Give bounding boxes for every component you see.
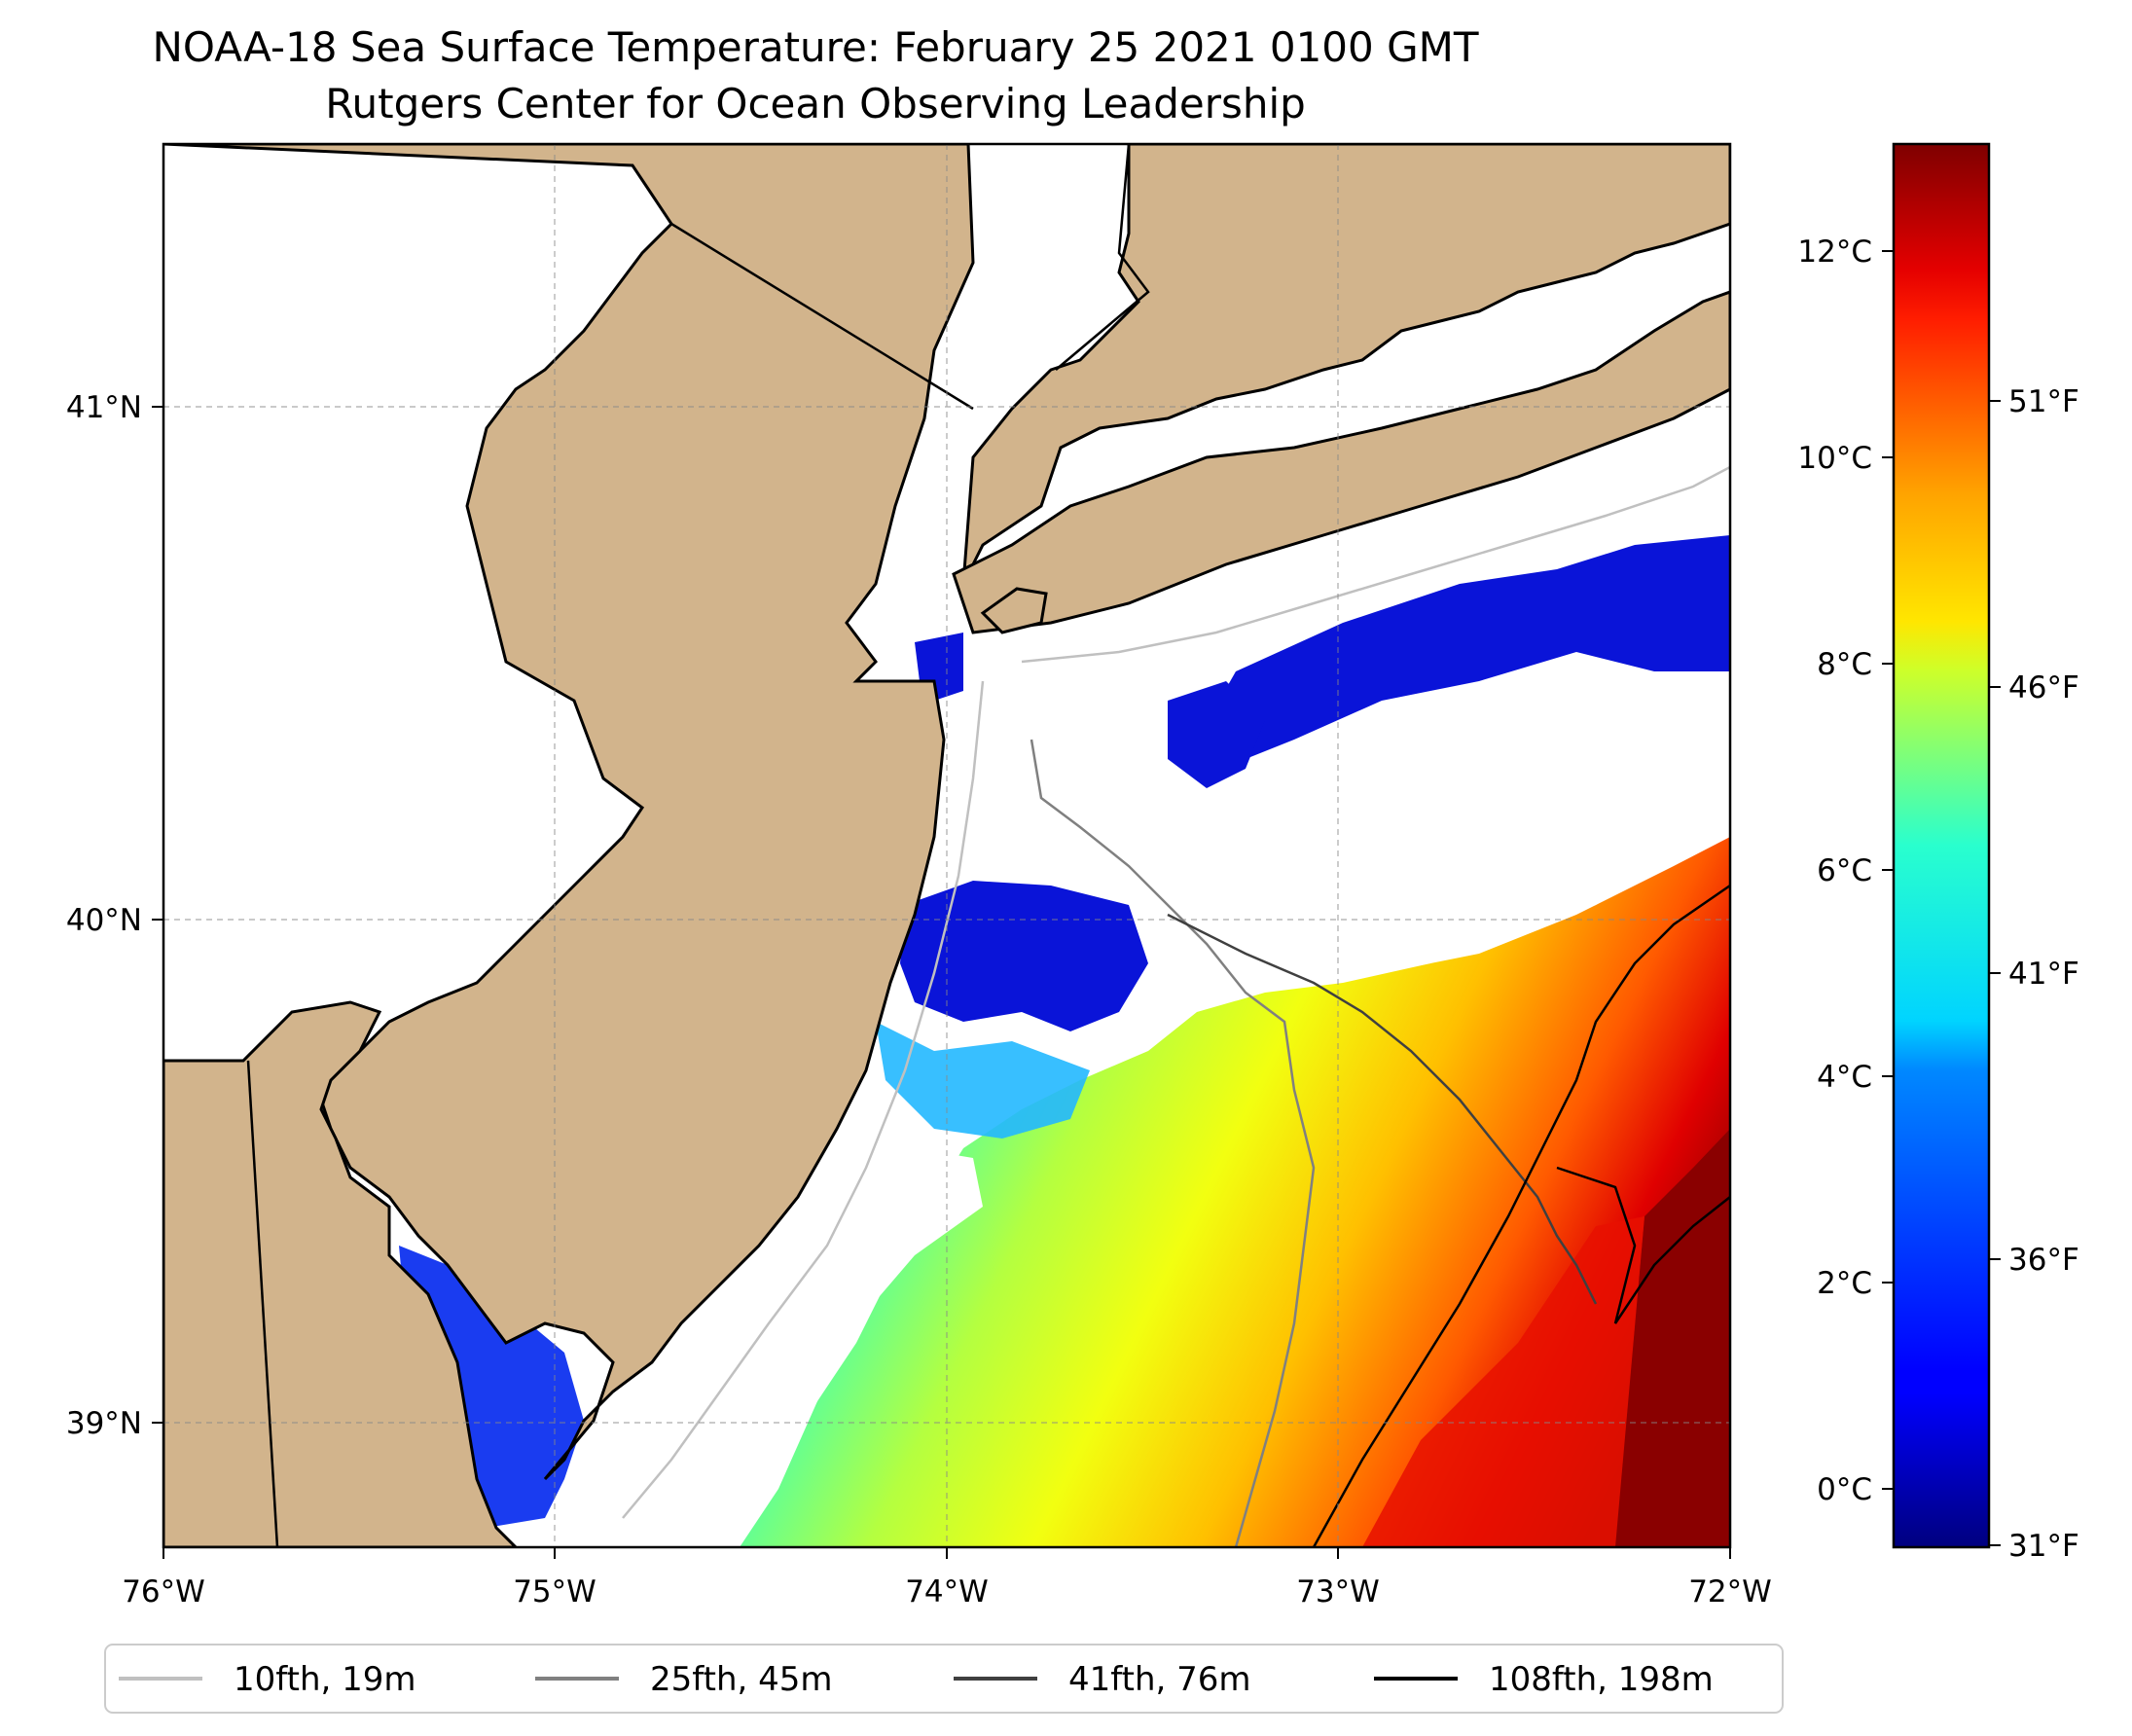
sst-cold-patch-shelf [900, 881, 1148, 1031]
state-border-nj-ny [670, 222, 974, 411]
legend-item: 41fth, 76m [954, 1660, 1251, 1699]
land-layer [163, 144, 1730, 1547]
lon-tick-label: 73°W [1296, 1574, 1380, 1609]
sst-cold-patch-north [1197, 535, 1730, 759]
sst-warm-water [584, 808, 1730, 1547]
lon-tick-label: 72°W [1688, 1574, 1772, 1609]
state-border-de-md [246, 1060, 279, 1547]
isobath-10fth [622, 680, 985, 1519]
legend-label: 108fth, 198m [1489, 1660, 1714, 1699]
land-new-jersey-pennsylvania [163, 144, 975, 1481]
isobath-10fth-ny [1021, 465, 1730, 664]
celsius-label: 2°C [1817, 1266, 1872, 1301]
lat-tick-label: 39°N [66, 1406, 142, 1441]
isobath-108fth-slope [1556, 1166, 1730, 1324]
celsius-label: 0°C [1817, 1472, 1872, 1507]
lat-tick-label: 41°N [66, 390, 142, 425]
cloud-mask-east [1148, 759, 1730, 973]
lon-tick-labels: 76°W 75°W 74°W 73°W 72°W [122, 1574, 1772, 1609]
figure-title: NOAA-18 Sea Surface Temperature: Februar… [152, 23, 1479, 71]
celsius-label: 8°C [1817, 647, 1872, 682]
legend-label: 25fth, 45m [650, 1660, 833, 1699]
axis-ticks [152, 406, 1731, 1559]
celsius-label: 6°C [1817, 853, 1872, 888]
celsius-label: 4°C [1817, 1060, 1872, 1095]
legend-label: 10fth, 19m [234, 1660, 416, 1699]
legend: 10fth, 19m 25fth, 45m 41fth, 76m 108fth,… [104, 1644, 1784, 1714]
lon-tick-label: 75°W [513, 1574, 596, 1609]
isobath-41fth [1167, 913, 1598, 1305]
fahrenheit-label: 46°F [2008, 670, 2079, 705]
lon-tick-label: 74°W [905, 1574, 989, 1609]
land-delaware-maryland [163, 1000, 519, 1547]
sst-red-band [1362, 1216, 1644, 1547]
colorbar-celsius-labels: 12°C 10°C 8°C 6°C 4°C 2°C 0°C [1797, 235, 1872, 1507]
legend-frame [104, 1644, 1784, 1714]
legend-label: 41fth, 76m [1068, 1660, 1251, 1699]
celsius-label: 12°C [1797, 235, 1872, 270]
fahrenheit-label: 31°F [2008, 1529, 2079, 1564]
sst-gulf-stream-core [1615, 1129, 1730, 1547]
sst-cold-patch-mid [1168, 681, 1265, 788]
legend-item: 108fth, 198m [1374, 1660, 1714, 1699]
fahrenheit-label: 41°F [2008, 957, 2079, 992]
colorbar-gradient [1892, 142, 1991, 1549]
cloud-mask-south [584, 1148, 983, 1547]
lat-tick-labels: 41°N 40°N 39°N [66, 390, 142, 1441]
land-long-island [952, 290, 1730, 634]
colorbar-celsius-ticks [1882, 250, 1894, 1490]
state-border-ny-ct [1055, 144, 1150, 371]
isobath-108fth [1312, 884, 1730, 1547]
isobath-25fth [1030, 739, 1316, 1547]
fahrenheit-label: 51°F [2008, 384, 2079, 419]
figure-subtitle: Rutgers Center for Ocean Observing Leade… [325, 80, 1306, 127]
colorbar-fahrenheit-labels: 51°F 46°F 41°F 36°F 31°F [2008, 384, 2079, 1564]
sst-layer [163, 144, 1730, 1547]
fahrenheit-label: 36°F [2008, 1243, 2079, 1278]
legend-item: 10fth, 19m [119, 1660, 416, 1699]
isobath-layer [622, 465, 1730, 1547]
sst-cyan-band [876, 1022, 1090, 1139]
celsius-label: 10°C [1797, 441, 1872, 476]
lat-tick-label: 40°N [66, 903, 142, 938]
colorbar-fahrenheit-ticks [1989, 400, 2001, 1546]
colorbar: 12°C 10°C 8°C 6°C 4°C 2°C 0°C 51°F 46°F … [1797, 142, 2079, 1564]
lon-tick-label: 76°W [122, 1574, 205, 1609]
land-staten-island [980, 587, 1048, 634]
legend-item: 25fth, 45m [535, 1660, 833, 1699]
